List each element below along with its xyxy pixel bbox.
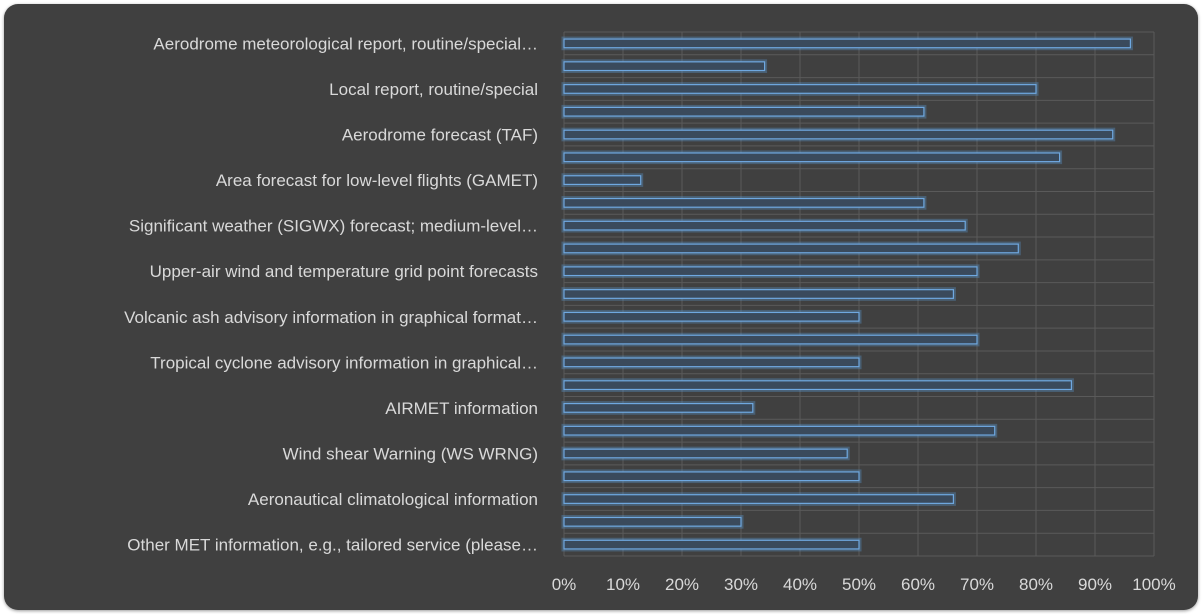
bar <box>563 197 925 208</box>
bar <box>563 266 978 277</box>
category-label: Tropical cyclone advisory information in… <box>150 353 538 372</box>
bar <box>563 494 954 504</box>
category-label: Aerodrome forecast (TAF) <box>342 126 538 145</box>
bar <box>563 289 954 299</box>
bar <box>563 311 860 322</box>
bar <box>563 243 1019 254</box>
category-label: Wind shear Warning (WS WRNG) <box>283 444 538 463</box>
bar <box>563 152 1061 163</box>
x-tick-label: 10% <box>606 575 640 594</box>
bar-chart: Aerodrome meteorological report, routine… <box>124 31 1176 594</box>
x-tick-label: 80% <box>1019 575 1053 594</box>
bar <box>563 425 996 436</box>
bar <box>563 129 1114 140</box>
chart-panel: Aerodrome meteorological report, routine… <box>4 4 1198 610</box>
bar <box>563 516 742 527</box>
bar <box>563 84 1037 94</box>
bar <box>563 448 848 459</box>
bar <box>563 38 1132 49</box>
category-label: Significant weather (SIGWX) forecast; me… <box>129 217 538 236</box>
category-label: Upper-air wind and temperature grid poin… <box>150 262 538 281</box>
category-label: Other MET information, e.g., tailored se… <box>127 536 538 555</box>
bar <box>563 220 966 231</box>
bar <box>563 539 860 550</box>
bar <box>563 380 1072 391</box>
x-tick-label: 100% <box>1132 575 1175 594</box>
category-label: Aeronautical climatological information <box>248 490 538 509</box>
x-tick-label: 60% <box>901 575 935 594</box>
category-label: Volcanic ash advisory information in gra… <box>124 308 538 327</box>
x-axis-tick-labels: 0% 10% 20% 30% 40% 50% 60% 70% 80% 90% 100% <box>552 575 1176 594</box>
category-label: Local report, routine/special <box>329 80 538 99</box>
bar <box>563 334 978 345</box>
category-label: Area forecast for low-level flights (GAM… <box>216 171 538 190</box>
x-tick-label: 50% <box>842 575 876 594</box>
bar <box>563 61 766 72</box>
category-label: Aerodrome meteorological report, routine… <box>153 34 538 53</box>
x-tick-label: 40% <box>783 575 817 594</box>
bar <box>563 402 754 413</box>
bar-layer <box>561 36 1133 552</box>
x-tick-label: 70% <box>960 575 994 594</box>
bar <box>563 106 925 117</box>
x-tick-label: 30% <box>724 575 758 594</box>
bar <box>563 357 860 368</box>
x-tick-label: 20% <box>665 575 699 594</box>
bar <box>563 175 642 186</box>
category-label: AIRMET information <box>385 399 538 418</box>
category-labels: Aerodrome meteorological report, routine… <box>124 34 538 554</box>
x-tick-label: 0% <box>552 575 577 594</box>
x-tick-label: 90% <box>1078 575 1112 594</box>
bar <box>563 471 860 482</box>
